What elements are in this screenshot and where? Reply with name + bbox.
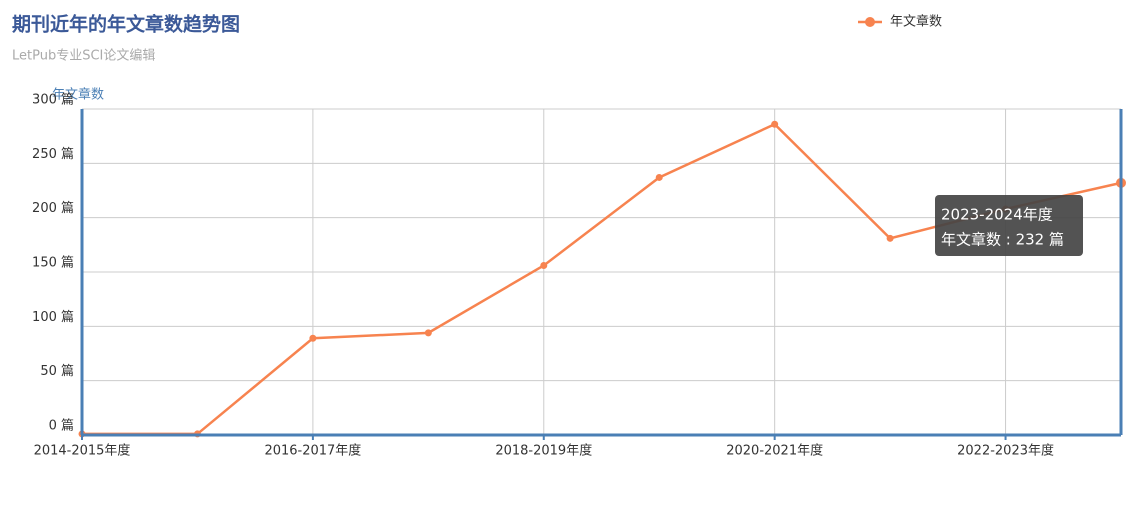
point (424, 329, 432, 337)
point (655, 173, 663, 181)
chart-title: 期刊近年的年文章数趋势图 (12, 13, 240, 36)
legend-label: 年文章数 (890, 14, 942, 30)
x-tick-label: 2018-2019年度 (495, 443, 592, 459)
tooltip-box (935, 195, 1083, 256)
x-tick-label: 2014-2015年度 (34, 443, 131, 459)
line (82, 122, 1122, 436)
y-tick-label: 150 篇 (32, 256, 74, 271)
y-axis-label: 年文章数 (52, 87, 104, 103)
plot (78, 120, 1126, 438)
tooltip-text: 年文章数 : 232 篇 (941, 231, 1064, 249)
chart-subtitle: LetPub专业SCI论文编辑 (12, 49, 155, 64)
y-tick-label: 50 篇 (40, 364, 74, 379)
tooltip: 2023-2024年度 年文章数 : 232 篇 (935, 195, 1083, 256)
point (886, 234, 894, 242)
tooltip-title: 2023-2024年度 (941, 206, 1053, 224)
y-tick-label: 0 篇 (49, 419, 74, 434)
y-tick-label: 300 篇 (32, 93, 74, 108)
point (540, 261, 548, 269)
legend-marker (865, 17, 875, 27)
x-tick-label: 2020-2021年度 (726, 443, 823, 459)
y-tick-label: 200 篇 (32, 201, 74, 216)
point (771, 120, 779, 128)
x-tick-label: 2022-2023年度 (957, 443, 1054, 459)
x-tick-label: 2016-2017年度 (264, 443, 361, 459)
grid (82, 108, 1121, 436)
y-tick-label: 100 篇 (32, 310, 74, 325)
y-tick-label: 250 篇 (32, 147, 74, 162)
point (309, 334, 317, 342)
